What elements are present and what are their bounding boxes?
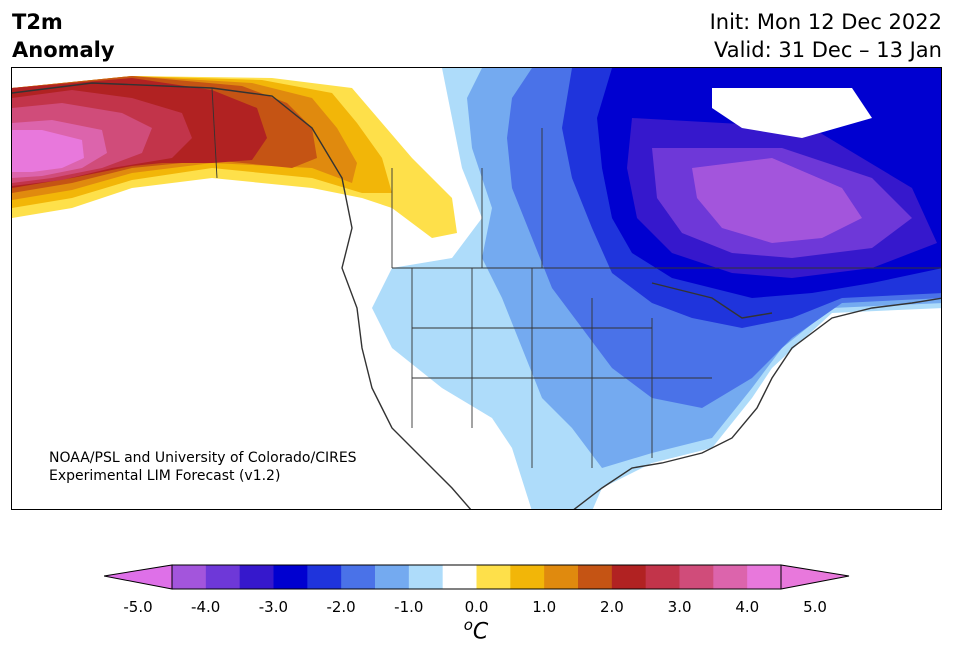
colorbar-swatch xyxy=(273,565,308,589)
colorbar-tick-label: -3.0 xyxy=(258,598,289,616)
map-panel: NOAA/PSL and University of Colorado/CIRE… xyxy=(11,67,942,510)
colorbar-swatch xyxy=(713,565,748,589)
colorbar-tick-label: -5.0 xyxy=(123,598,153,616)
title-line-1: T2m xyxy=(12,10,63,34)
valid-period: Valid: 31 Dec – 13 Jan xyxy=(713,38,942,62)
credit-line-1: NOAA/PSL and University of Colorado/CIRE… xyxy=(49,450,357,466)
colorbar-swatch xyxy=(476,565,511,589)
colorbar-swatch xyxy=(747,565,782,589)
colorbar-swatch xyxy=(239,565,274,589)
colorbar-under-arrow xyxy=(104,564,173,590)
colorbar-swatch xyxy=(442,565,477,589)
colorbar xyxy=(104,564,850,590)
colorbar-swatch xyxy=(341,565,376,589)
colorbar-tick-label: -2.0 xyxy=(326,598,356,616)
colorbar-swatch xyxy=(578,565,613,589)
colorbar-tick-label: -4.0 xyxy=(191,598,221,616)
colorbar-border xyxy=(171,564,782,590)
colorbar-swatch xyxy=(645,565,680,589)
unit-label: oC xyxy=(463,616,489,645)
warm-contour-9 xyxy=(12,130,84,172)
colorbar-swatch xyxy=(544,565,579,589)
colorbar-swatch xyxy=(408,565,444,589)
anomaly-map xyxy=(12,68,941,509)
colorbar-ticks: -5.0 -4.0 -3.0 -2.0 -1.0 0.0 1.0 2.0 3.0 4.0 5.0 xyxy=(0,598,953,618)
colorbar-swatch xyxy=(510,565,545,589)
colorbar-swatch xyxy=(307,565,342,589)
colorbar-swatch xyxy=(205,565,241,589)
colorbar-tick-label: 3.0 xyxy=(667,598,692,616)
colorbar-swatch xyxy=(611,565,647,589)
colorbar-tick-label: 2.0 xyxy=(599,598,624,616)
colorbar-tick-label: 1.0 xyxy=(532,598,557,616)
cold-contour-8 xyxy=(692,158,862,243)
credit-text: NOAA/PSL and University of Colorado/CIRE… xyxy=(49,449,357,485)
colorbar-swatches xyxy=(172,565,782,589)
colorbar-tick-label: -1.0 xyxy=(394,598,424,616)
colorbar-tick-label: 4.0 xyxy=(735,598,760,616)
colorbar-over-arrow xyxy=(780,564,850,590)
colorbar-swatch xyxy=(172,565,207,589)
state-borders xyxy=(211,87,941,468)
colorbar-swatch xyxy=(375,565,410,589)
init-date: Init: Mon 12 Dec 2022 xyxy=(709,10,942,34)
map-title: T2m Anomaly xyxy=(12,8,115,64)
forecast-dates: Init: Mon 12 Dec 2022 Valid: 31 Dec – 13… xyxy=(710,8,942,64)
credit-line-2: Experimental LIM Forecast (v1.2) xyxy=(49,468,281,484)
title-line-2: Anomaly xyxy=(12,38,115,62)
coastlines xyxy=(12,82,941,509)
colorbar-tick-label: 0.0 xyxy=(464,598,489,616)
colorbar-tick-label: 5.0 xyxy=(803,598,827,616)
colorbar-swatch xyxy=(679,565,714,589)
hudson-bay xyxy=(712,88,872,138)
